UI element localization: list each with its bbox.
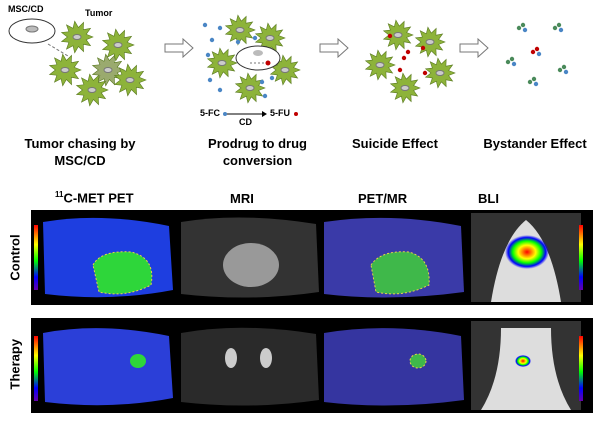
dead-cell-debris <box>531 76 537 82</box>
bli-colorbar <box>579 336 583 401</box>
prodrug-dot <box>217 87 223 93</box>
tumor-cell-icon <box>254 22 286 54</box>
drug-dot <box>397 67 403 73</box>
tumor-cell-icon <box>48 53 82 87</box>
dead-cell-debris <box>520 22 526 28</box>
therapy-image-row <box>31 318 593 413</box>
column-header-bli: BLI <box>478 191 499 206</box>
tumor-cell-icon <box>364 49 396 81</box>
step-caption-tumor-chasing: Tumor chasing by MSC/CD <box>24 136 136 168</box>
column-header-petmr: PET/MR <box>358 191 408 206</box>
dead-cell-debris <box>505 59 511 65</box>
tumor-cell-icon <box>382 19 414 51</box>
mechanism-diagram <box>8 14 569 117</box>
process-arrow-3 <box>459 37 489 59</box>
therapy-petmr-image <box>324 328 464 406</box>
dead-cell-debris <box>557 67 563 73</box>
therapy-pet-image <box>43 328 173 406</box>
pet-colorbar <box>34 336 38 401</box>
prodrug-dot <box>207 77 213 83</box>
prodrug-dot <box>259 79 265 85</box>
tumor-cell-icon <box>234 72 266 104</box>
dead-cell-debris <box>536 51 542 57</box>
drug-dot <box>422 70 428 76</box>
dead-cell-debris <box>558 27 564 33</box>
msc-cd-cell-icon <box>235 45 281 71</box>
dead-cell-debris <box>522 27 528 33</box>
prodrug-dot <box>209 37 215 43</box>
step-caption-suicide: Suicide Effect <box>352 136 438 151</box>
dead-cell-debris <box>530 49 536 55</box>
pet-colorbar <box>34 225 38 290</box>
prodrug-dot <box>262 93 268 99</box>
msc-label: MSC/CD <box>8 4 44 14</box>
dead-cell-debris <box>511 61 517 67</box>
tumor-cell-icon <box>206 47 238 79</box>
drug-dot <box>405 49 411 55</box>
prodrug-dot <box>235 39 241 45</box>
tumor-cell-icon <box>60 20 94 54</box>
prodrug-dot <box>252 35 258 41</box>
dead-cell-debris <box>527 79 533 85</box>
row-label-therapy: Therapy <box>7 338 23 390</box>
tumor-label: Tumor <box>85 8 113 18</box>
tumor-cell-icon <box>101 28 135 62</box>
column-header-mri: MRI <box>230 191 254 206</box>
tumor-cell-icon <box>113 63 147 97</box>
drug-dot <box>387 33 393 39</box>
reaction-enzyme: CD <box>239 117 252 127</box>
tumor-cell-icon <box>75 73 109 107</box>
step-caption-bystander: Bystander Effect <box>483 136 587 151</box>
prodrug-dot <box>202 22 208 28</box>
process-arrow-2 <box>319 37 349 59</box>
dead-cell-debris <box>533 81 539 87</box>
dead-cell-debris <box>516 25 522 31</box>
dead-cell-debris <box>563 69 569 75</box>
reaction-substrate: 5-FC <box>200 108 220 118</box>
prodrug-dot <box>217 25 223 31</box>
process-arrow-1 <box>164 37 194 59</box>
dead-cell-debris <box>509 56 515 62</box>
tumor-cell-icon <box>389 72 421 104</box>
column-header-pet: 11C-MET PET <box>55 190 134 206</box>
dead-cell-debris <box>552 25 558 31</box>
tumor-cell-icon <box>424 57 456 89</box>
tumor-cell-icon <box>91 53 125 87</box>
migration-arrow <box>47 43 69 57</box>
prodrug-dot <box>269 75 275 81</box>
dead-cell-debris <box>534 46 540 52</box>
bli-colorbar <box>579 225 583 290</box>
prodrug-dot <box>205 52 211 58</box>
drug-dot <box>420 45 426 51</box>
dead-cell-debris <box>561 64 567 70</box>
reaction-product: 5-FU <box>270 108 290 118</box>
dead-cell-debris <box>556 22 562 28</box>
tumor-cell-icon <box>414 26 446 58</box>
drug-dot <box>401 55 407 61</box>
row-label-control: Control <box>7 234 23 281</box>
step-caption-prodrug: Prodrug to drug conversion <box>208 136 307 168</box>
therapy-mri-image <box>181 327 319 406</box>
tumor-cell-icon <box>224 14 256 46</box>
control-image-row <box>31 210 593 305</box>
